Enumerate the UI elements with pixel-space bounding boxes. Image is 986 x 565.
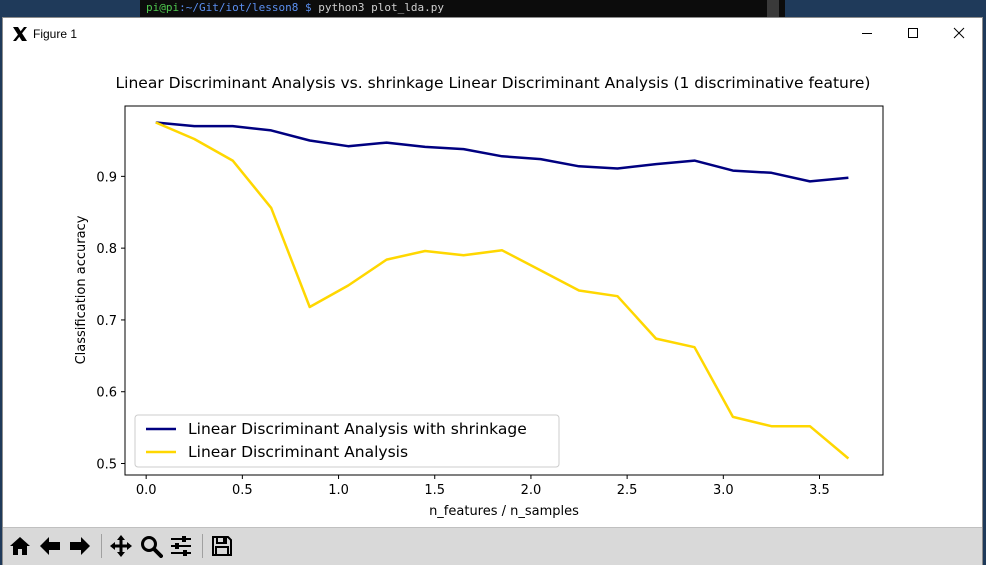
terminal-scrollbar[interactable]	[767, 0, 779, 18]
x-window-icon	[11, 25, 29, 43]
window-title: Figure 1	[33, 27, 77, 41]
series-line-0	[156, 123, 849, 182]
configure-subplots-button[interactable]	[167, 532, 195, 560]
navigation-toolbar	[3, 527, 982, 565]
minimize-button[interactable]	[844, 18, 890, 49]
floppy-disk-icon	[210, 534, 234, 558]
legend-label-1: Linear Discriminant Analysis	[188, 443, 408, 461]
forward-button[interactable]	[66, 532, 94, 560]
arrow-right-icon	[68, 534, 92, 558]
y-tick-label: 0.8	[96, 242, 117, 257]
x-tick-label: 2.0	[521, 483, 542, 498]
magnifier-icon	[139, 534, 163, 558]
y-tick-label: 0.5	[96, 458, 117, 473]
x-axis-label: n_features / n_samples	[429, 504, 579, 519]
save-button[interactable]	[208, 532, 236, 560]
terminal-command: python3 plot_lda.py	[312, 1, 444, 14]
chart-title: Linear Discriminant Analysis vs. shrinka…	[116, 74, 871, 92]
figure-canvas[interactable]: Linear Discriminant Analysis vs. shrinka…	[3, 49, 982, 527]
close-icon	[953, 27, 965, 39]
zoom-button[interactable]	[137, 532, 165, 560]
y-tick-label: 0.6	[96, 386, 117, 401]
terminal-path: :~/Git/iot/lesson8 $	[179, 1, 311, 14]
x-tick-label: 3.5	[809, 483, 830, 498]
y-tick-label: 0.7	[96, 314, 117, 329]
y-tick-label: 0.9	[96, 170, 117, 185]
title-bar[interactable]: Figure 1	[3, 18, 982, 49]
toolbar-separator	[101, 534, 102, 558]
legend: Linear Discriminant Analysis with shrink…	[135, 415, 559, 467]
legend-label-0: Linear Discriminant Analysis with shrink…	[188, 420, 527, 438]
x-tick-label: 2.5	[617, 483, 638, 498]
terminal-user: pi@pi	[146, 1, 179, 14]
terminal-strip: pi@pi:~/Git/iot/lesson8 $ python3 plot_l…	[140, 0, 785, 18]
x-tick-label: 0.5	[232, 483, 253, 498]
move-icon	[109, 534, 133, 558]
line-chart: Linear Discriminant Analysis vs. shrinka…	[3, 49, 982, 527]
x-tick-label: 1.5	[424, 483, 445, 498]
home-button[interactable]	[6, 532, 34, 560]
y-axis-label: Classification accuracy	[74, 215, 89, 364]
series-line-1	[156, 123, 849, 459]
x-tick-label: 0.0	[136, 483, 157, 498]
maximize-button[interactable]	[890, 18, 936, 49]
minimize-icon	[861, 27, 873, 39]
arrow-left-icon	[38, 534, 62, 558]
close-button[interactable]	[936, 18, 982, 49]
maximize-icon	[907, 27, 919, 39]
pan-button[interactable]	[107, 532, 135, 560]
x-tick-label: 3.0	[713, 483, 734, 498]
sliders-icon	[169, 534, 193, 558]
home-icon	[8, 534, 32, 558]
x-tick-label: 1.0	[328, 483, 349, 498]
figure-window: Figure 1 Linear Discriminant Analysis vs…	[2, 17, 983, 565]
back-button[interactable]	[36, 532, 64, 560]
toolbar-separator	[202, 534, 203, 558]
terminal-line: pi@pi:~/Git/iot/lesson8 $ python3 plot_l…	[146, 1, 444, 14]
